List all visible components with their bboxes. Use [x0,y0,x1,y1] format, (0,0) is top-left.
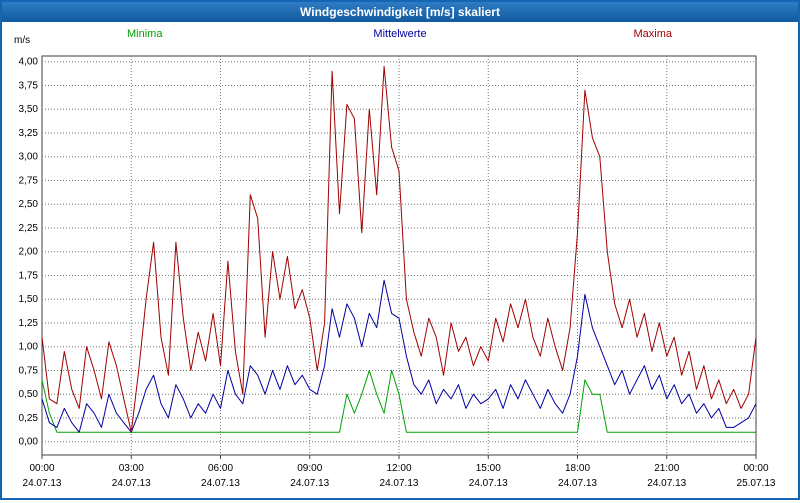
y-tick-label: 1,50 [19,294,39,305]
y-tick-label: 3,25 [19,128,39,139]
x-tick-date-label: 24.07.13 [380,478,419,489]
y-tick-label: 3,00 [19,152,39,163]
x-tick-date-label: 24.07.13 [201,478,240,489]
x-tick-time-label: 15:00 [476,463,501,474]
x-tick-date-label: 24.07.13 [23,478,62,489]
x-tick-time-label: 18:00 [565,463,590,474]
x-tick-time-label: 21:00 [654,463,679,474]
y-axis-unit-label: m/s [14,35,31,46]
title-bar: Windgeschwindigkeit [m/s] skaliert [2,2,798,22]
x-tick-time-label: 09:00 [297,463,322,474]
y-tick-label: 2,25 [19,223,39,234]
x-tick-date-label: 24.07.13 [290,478,329,489]
y-tick-label: 0,75 [19,365,39,376]
legend-minima-label: Minima [127,28,163,40]
y-tick-label: 2,00 [19,247,39,258]
mittelwerte-series-line [41,279,757,433]
wind-chart: 4,00 3,75 3,50 3,25 3,00 2,75 2,50 2,25 2,00 1,75… [19,55,776,489]
y-tick-label: 1,25 [19,318,39,329]
y-tick-label: 0,25 [19,413,39,424]
maxima-series-line [41,65,757,433]
y-tick-label: 0,50 [19,389,39,400]
x-tick-date-label: 25.07.13 [737,478,776,489]
x-tick-date-label: 24.07.13 [558,478,597,489]
x-tick-time-label: 06:00 [208,463,233,474]
y-tick-label: 3,75 [19,80,39,91]
x-tick-date-label: 24.07.13 [112,478,151,489]
minima-series-line [41,369,756,433]
y-tick-label: 1,00 [19,342,39,353]
x-tick-time-label: 12:00 [386,463,411,474]
legend: Minima Mittelwerte Maxima [2,22,798,46]
y-tick-label: 3,50 [19,104,39,115]
x-tick-time-label: 03:00 [119,463,144,474]
y-tick-label: 0,00 [19,437,39,448]
x-tick-date-label: 24.07.13 [647,478,686,489]
x-tick-date-label: 24.07.13 [469,478,508,489]
legend-maxima-label: Maxima [633,28,672,40]
y-tick-label: 1,75 [19,270,39,281]
x-tick-time-label: 00:00 [29,463,54,474]
legend-mittelwerte-label: Mittelwerte [373,28,427,40]
y-tick-label: 4,00 [19,57,39,68]
window-title: Windgeschwindigkeit [m/s] skaliert [300,5,500,19]
x-tick-time-label: 00:00 [743,463,768,474]
y-tick-label: 2,50 [19,199,39,210]
y-tick-label: 2,75 [19,175,39,186]
